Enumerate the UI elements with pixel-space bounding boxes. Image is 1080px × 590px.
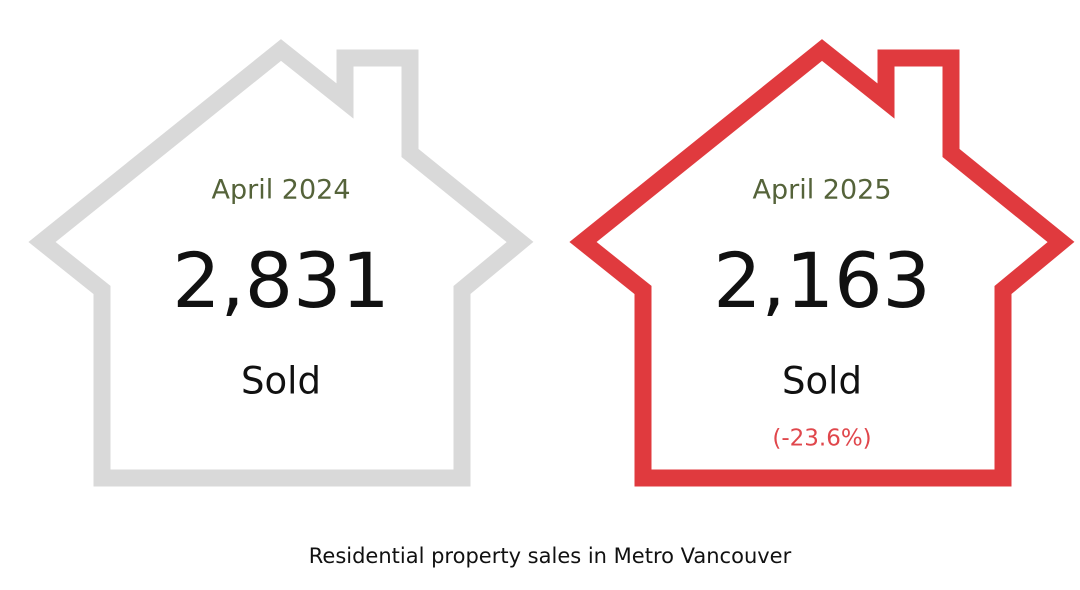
period: April 2025 xyxy=(752,175,891,206)
sold-label: Sold xyxy=(782,360,862,403)
period: April 2024 xyxy=(211,175,350,206)
sold-count: 2,831 xyxy=(172,236,390,325)
change: (-23.6%) xyxy=(772,426,871,452)
caption: Residential property sales in Metro Vanc… xyxy=(309,544,792,568)
sold-label: Sold xyxy=(241,360,321,403)
sold-count: 2,163 xyxy=(713,236,931,325)
